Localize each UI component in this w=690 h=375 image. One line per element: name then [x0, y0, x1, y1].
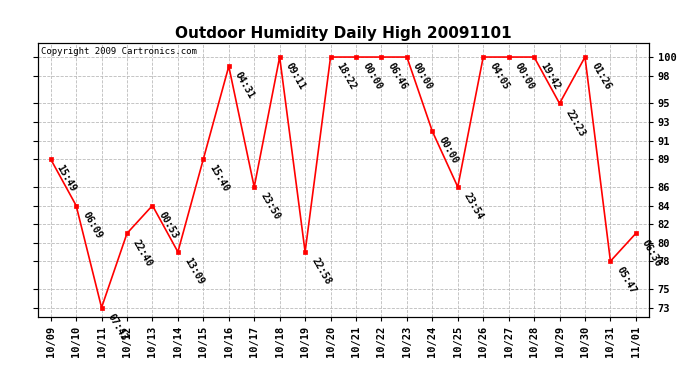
Text: 04:31: 04:31	[233, 70, 256, 101]
Text: 23:54: 23:54	[462, 191, 485, 222]
Text: 00:00: 00:00	[411, 61, 435, 92]
Text: 06:46: 06:46	[386, 61, 409, 92]
Text: 04:05: 04:05	[487, 61, 511, 92]
Text: 15:40: 15:40	[208, 163, 231, 194]
Text: 18:22: 18:22	[335, 61, 358, 92]
Text: 15:49: 15:49	[55, 163, 78, 194]
Text: 09:11: 09:11	[284, 61, 307, 92]
Text: 07:43: 07:43	[106, 312, 129, 342]
Text: 22:58: 22:58	[309, 256, 333, 286]
Text: 06:36: 06:36	[640, 237, 663, 268]
Text: 23:50: 23:50	[258, 191, 282, 222]
Text: 00:00: 00:00	[360, 61, 384, 92]
Text: 00:00: 00:00	[437, 135, 460, 166]
Text: 22:40: 22:40	[131, 237, 155, 268]
Text: 00:53: 00:53	[157, 210, 180, 240]
Text: 13:09: 13:09	[182, 256, 206, 286]
Text: 22:23: 22:23	[564, 108, 587, 138]
Text: 06:09: 06:09	[80, 210, 104, 240]
Text: Copyright 2009 Cartronics.com: Copyright 2009 Cartronics.com	[41, 47, 197, 56]
Text: 05:47: 05:47	[615, 266, 638, 296]
Text: 19:42: 19:42	[538, 61, 562, 92]
Title: Outdoor Humidity Daily High 20091101: Outdoor Humidity Daily High 20091101	[175, 26, 511, 40]
Text: 01:26: 01:26	[589, 61, 613, 92]
Text: 00:00: 00:00	[513, 61, 536, 92]
